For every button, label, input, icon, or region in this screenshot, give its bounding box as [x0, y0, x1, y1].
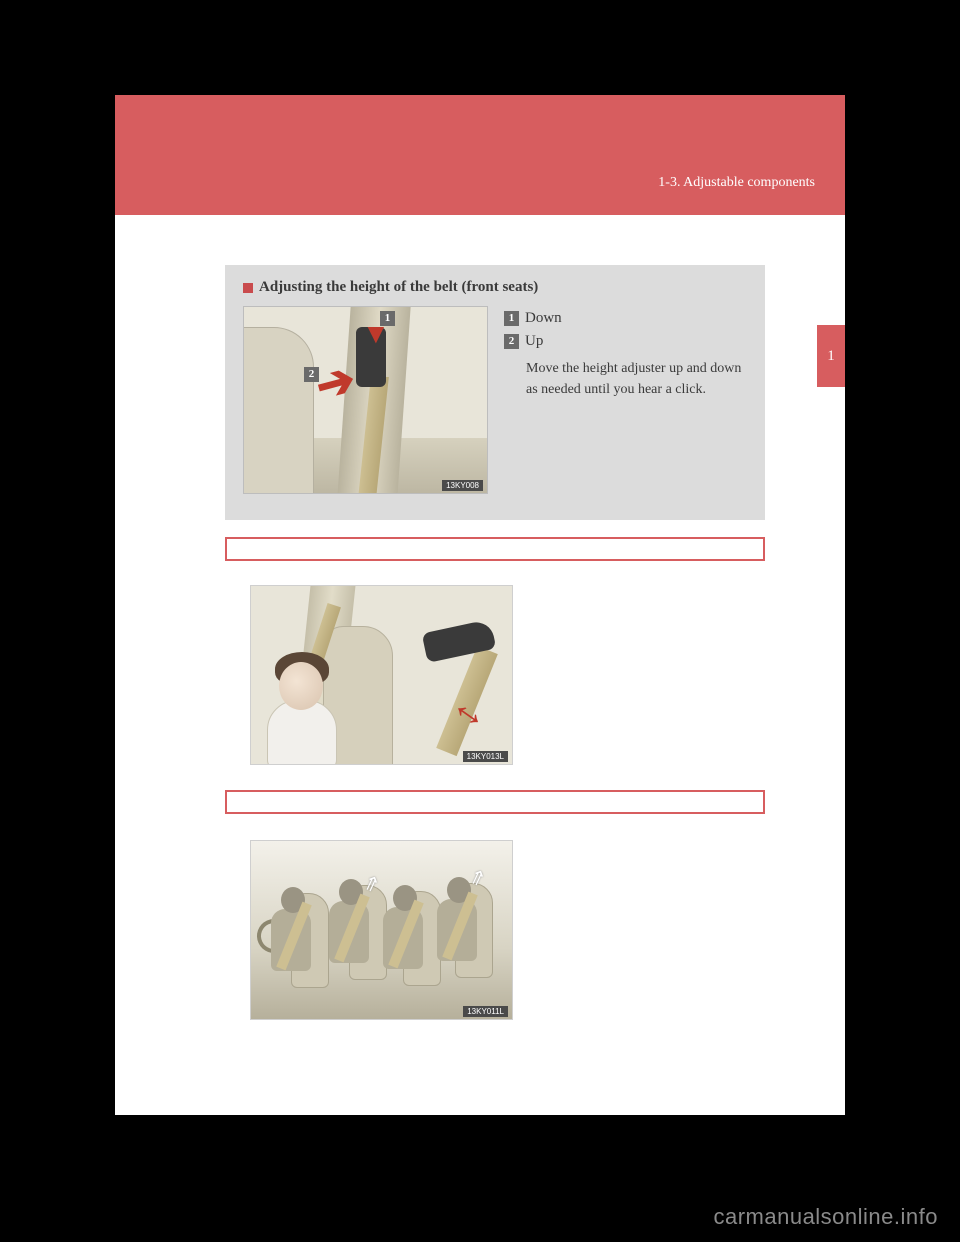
- section-divider-1: [225, 537, 765, 561]
- bullet-icon: [243, 283, 253, 293]
- section-divider-2: [225, 790, 765, 814]
- seatbelt-comfort-guide-diagram: ↔ 13KY013L: [250, 585, 513, 765]
- option-marker-2: 2: [504, 334, 519, 349]
- panel-title-text: Adjusting the height of the belt (front …: [259, 279, 538, 295]
- option-2: 2 Up: [504, 333, 747, 350]
- panel-text-column: 1 Down 2 Up Move the height adjuster up an…: [504, 306, 747, 494]
- pretensioner-cabin-diagram: ⇗ ⇗ 13KY011L: [250, 840, 513, 1020]
- seat-shape: [243, 327, 314, 494]
- option-1-label: Down: [525, 310, 562, 326]
- image-code-label: 13KY013L: [463, 751, 508, 762]
- image-code-label: 13KY008: [442, 480, 483, 491]
- option-description: Move the height adjuster up and down as …: [526, 358, 747, 400]
- header-band: 1-3. Adjustable components: [115, 95, 845, 215]
- section-label: 1-3. Adjustable components: [658, 175, 815, 191]
- manual-page: 1-3. Adjustable components 1 Adjusting t…: [115, 95, 845, 1115]
- diagram-left-panel: [251, 586, 396, 765]
- image-code-label: 13KY011L: [463, 1006, 508, 1017]
- chapter-tab: 1: [817, 325, 845, 387]
- diagram-right-panel: ↔: [394, 586, 512, 765]
- callout-marker-2: 2: [304, 367, 319, 382]
- child-head: [279, 662, 323, 710]
- height-adjuster-diagram: ▼ ➔ 1 2 13KY008: [243, 306, 488, 494]
- option-marker-1: 1: [504, 311, 519, 326]
- option-2-label: Up: [525, 333, 543, 349]
- panel-body: ▼ ➔ 1 2 13KY008 1 Down 2 Up Move the heigh…: [243, 306, 747, 494]
- callout-marker-1: 1: [380, 311, 395, 326]
- option-1: 1 Down: [504, 310, 747, 327]
- instruction-panel: Adjusting the height of the belt (front …: [225, 265, 765, 520]
- chapter-number: 1: [827, 348, 835, 365]
- watermark-text: carmanualsonline.info: [713, 1204, 938, 1230]
- panel-title: Adjusting the height of the belt (front …: [243, 279, 747, 296]
